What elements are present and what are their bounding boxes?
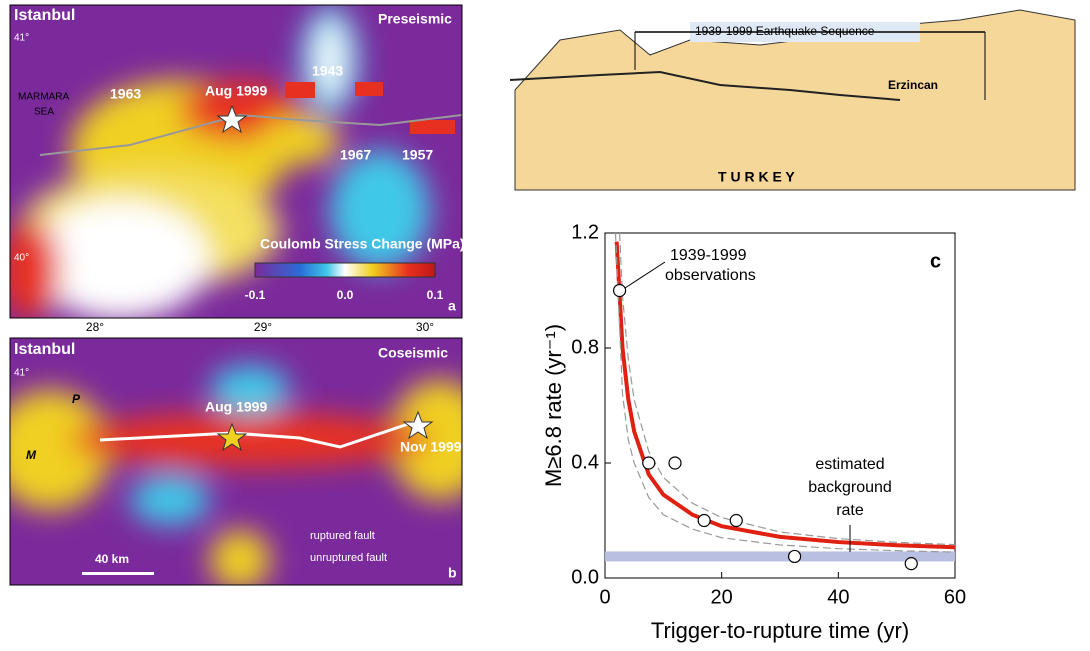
label: -0.1 [245, 288, 266, 302]
label: Erzincan [888, 78, 938, 92]
panel-b-map [10, 338, 462, 585]
label: unruptured fault [310, 552, 387, 564]
label: a [448, 298, 456, 314]
plot-frame [604, 232, 956, 579]
data-point [729, 513, 743, 528]
y-tick-label: 0.8 [571, 336, 599, 358]
y-tick-label: 0.0 [571, 566, 599, 588]
label: 30° [416, 320, 434, 334]
x-tick-label: 40 [827, 586, 849, 608]
label: SEA [34, 107, 54, 118]
label: Nov 1999 [400, 439, 462, 455]
label: 1967 [340, 147, 371, 163]
label: ruptured fault [310, 530, 375, 542]
label: Istanbul [14, 7, 75, 24]
label: 1939-1999 Earthquake Sequence [695, 24, 875, 38]
x-tick-label: 0 [599, 586, 610, 608]
curve [618, 232, 956, 546]
label: 0.1 [427, 288, 444, 302]
arrow [624, 261, 666, 289]
annotation: observations [665, 267, 756, 284]
label: P [72, 392, 81, 406]
x-tick-label: 20 [711, 586, 733, 608]
label: 1957 [402, 147, 433, 163]
label: Aug 1999 [205, 83, 267, 99]
data-point [787, 549, 802, 564]
annotation: background [808, 479, 892, 496]
x-tick-label: 60 [944, 586, 966, 608]
annotation: estimated [815, 456, 884, 473]
label: 41° [14, 368, 29, 379]
data-point [697, 513, 711, 528]
data-point [904, 557, 918, 571]
data-point [642, 456, 656, 470]
label: 1963 [110, 86, 141, 102]
y-tick-label: 0.4 [571, 451, 599, 473]
annotation: rate [836, 502, 864, 519]
y-tick-label: 1.2 [571, 221, 599, 243]
label: Coseismic [378, 345, 448, 361]
y-axis-label: M≥6.8 rate (yr⁻¹) [541, 324, 566, 487]
label: Preseismic [378, 11, 452, 27]
label: b [448, 565, 457, 581]
label: Istanbul [14, 341, 75, 358]
data-point [668, 456, 682, 470]
label: 41° [14, 33, 29, 44]
curve [614, 241, 956, 550]
data-point [612, 283, 627, 298]
label: 28° [86, 320, 104, 334]
label: Coulomb Stress Change (MPa) [260, 236, 465, 252]
x-axis-label: Trigger-to-rupture time (yr) [651, 618, 909, 643]
label: M [26, 448, 37, 462]
annotation: 1939-1999 [670, 247, 747, 264]
label: 29° [254, 320, 272, 334]
label: 40 km [95, 552, 129, 566]
label: MARMARA [18, 92, 69, 103]
label: T U R K E Y [718, 169, 795, 185]
label: 40° [14, 253, 29, 264]
background-band [605, 551, 955, 562]
label: Aug 1999 [205, 399, 267, 415]
curve [614, 232, 956, 553]
panel-a-map [10, 5, 462, 318]
label: 1943 [312, 63, 343, 79]
label: 0.0 [337, 288, 354, 302]
panel-letter: c [930, 250, 941, 272]
